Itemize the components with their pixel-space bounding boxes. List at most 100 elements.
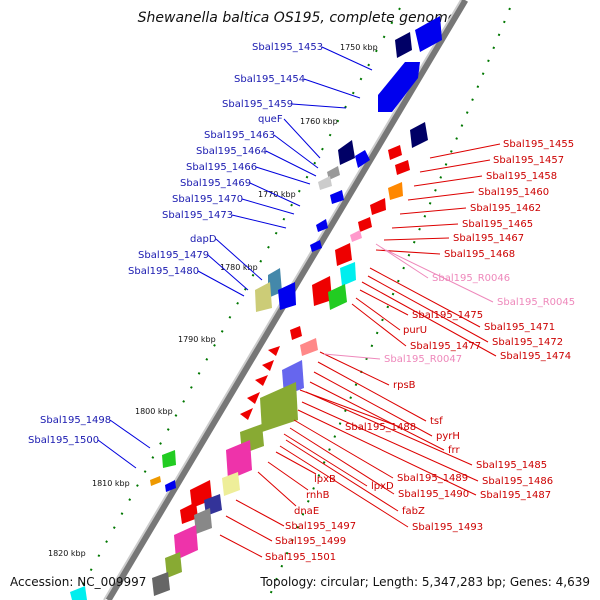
gene-label[interactable]: Sbal195_1499 [275,536,346,547]
gene-label[interactable]: frr [448,445,460,456]
gene-block[interactable] [358,217,372,232]
gene-arrow[interactable] [247,392,260,404]
gene-block[interactable] [316,219,328,232]
gene-label[interactable]: Sbal195_1462 [470,203,541,214]
gene-label[interactable]: Sbal195_R0046 [432,273,510,284]
gene-label[interactable]: dnaE [294,506,319,517]
gene-label[interactable]: Sbal195_1488 [345,422,416,433]
gene-block[interactable] [415,16,442,52]
gene-arrow[interactable] [268,346,280,356]
gene-label[interactable]: Sbal195_1466 [186,162,257,173]
gene-label[interactable]: Sbal195_1498 [40,415,111,426]
gene-label[interactable]: Sbal195_1458 [486,171,557,182]
gene-label[interactable]: Sbal195_1467 [453,233,524,244]
gene-block[interactable] [395,32,412,58]
gene-block[interactable] [70,586,87,600]
gene-label[interactable]: Sbal195_1474 [500,351,571,362]
gene-block[interactable] [312,276,332,306]
gene-label[interactable]: Sbal195_1490 [398,489,469,500]
gene-block[interactable] [378,62,420,112]
gene-label[interactable]: Sbal195_1477 [410,341,481,352]
gene-block[interactable] [340,262,356,286]
gene-label[interactable]: Sbal195_1457 [493,155,564,166]
gene-label[interactable]: Sbal195_1463 [204,130,275,141]
gene-label[interactable]: Sbal195_R0045 [497,297,575,308]
gene-label[interactable]: Sbal195_1469 [180,178,251,189]
gene-label[interactable]: Sbal195_1480 [128,266,199,277]
gene-arrow[interactable] [240,408,253,420]
topology-text: Topology: circular; Length: 5,347,283 bp… [259,575,590,589]
gene-label[interactable]: purU [403,325,427,336]
gene-label[interactable]: rpsB [393,380,416,391]
gene-label[interactable]: Sbal195_1455 [503,139,574,150]
gene-label[interactable]: Sbal195_1479 [138,250,209,261]
gene-label[interactable]: Sbal195_1465 [462,219,533,230]
gene-block[interactable] [165,552,182,578]
gene-block[interactable] [255,282,272,312]
gene-block[interactable] [338,140,355,165]
gene-block[interactable] [410,122,428,148]
gene-block[interactable] [395,160,410,175]
gene-label[interactable]: Sbal195_1460 [478,187,549,198]
gene-label[interactable]: fabZ [402,506,425,517]
gene-block[interactable] [388,145,402,160]
gene-block[interactable] [350,230,362,242]
gene-block[interactable] [222,472,240,496]
gene-label[interactable]: Sbal195_1472 [492,337,563,348]
gene-label[interactable]: lpxB [314,474,336,485]
gene-block[interactable] [310,240,322,252]
gene-block[interactable] [152,572,170,596]
gene-label[interactable]: tsf [430,416,443,427]
gene-label[interactable]: Sbal195_1473 [162,210,233,221]
gene-block[interactable] [388,182,403,200]
gene-label[interactable]: Sbal195_1485 [476,460,547,471]
kbp-label: 1810 kbp [92,479,130,488]
gene-label[interactable]: Sbal195_1459 [222,99,293,110]
gene-arrow[interactable] [255,375,268,386]
gene-block[interactable] [180,502,198,524]
kbp-label: 1790 kbp [178,335,216,344]
gene-label[interactable]: lpxD [371,481,394,492]
gene-block[interactable] [290,326,302,340]
gene-label[interactable]: Sbal195_1489 [397,473,468,484]
gene-label[interactable]: dapD [190,234,217,245]
gene-label[interactable]: Sbal195_1470 [172,194,243,205]
kbp-label: 1820 kbp [48,549,86,558]
gene-label[interactable]: Sbal195_1471 [484,322,555,333]
rna-gene-labels: Sbal195_R0046 Sbal195_R0045 Sbal195_R004… [323,243,575,365]
gene-block[interactable] [328,284,347,310]
gene-label[interactable]: Sbal195_1501 [265,552,336,563]
gene-label[interactable]: Sbal195_1468 [444,249,515,260]
gene-label[interactable]: Sbal195_1493 [412,522,483,533]
gene-block[interactable] [165,480,176,492]
gene-block[interactable] [327,166,340,180]
gene-block[interactable] [226,440,252,480]
gene-block[interactable] [318,176,332,190]
gene-block[interactable] [278,282,296,310]
gene-label[interactable]: rnhB [306,490,330,501]
gene-block[interactable] [300,338,318,356]
gene-label[interactable]: Sbal195_1464 [196,146,267,157]
gene-block[interactable] [174,525,198,560]
gene-block[interactable] [260,382,298,432]
gene-block[interactable] [370,198,386,215]
gene-label[interactable]: Sbal195_1475 [412,310,483,321]
gene-block[interactable] [335,243,352,266]
kbp-label: 1770 kbp [258,190,296,199]
gene-block[interactable] [194,508,212,534]
gene-label[interactable]: Sbal195_R0047 [384,354,462,365]
gene-label[interactable]: Sbal195_1497 [285,521,356,532]
gene-block[interactable] [162,450,176,468]
gene-label[interactable]: pyrH [436,431,460,442]
gene-label[interactable]: Sbal195_1487 [480,490,551,501]
gene-block[interactable] [150,476,161,486]
gene-label[interactable]: Sbal195_1486 [482,476,553,487]
gene-label[interactable]: Sbal195_1453 [252,42,323,53]
gene-block[interactable] [355,150,370,168]
gene-label[interactable]: Sbal195_1500 [28,435,99,446]
gene-block[interactable] [330,190,344,204]
gene-label[interactable]: queF [258,114,283,125]
gene-arrow[interactable] [262,360,274,371]
gene-label[interactable]: Sbal195_1454 [234,74,305,85]
